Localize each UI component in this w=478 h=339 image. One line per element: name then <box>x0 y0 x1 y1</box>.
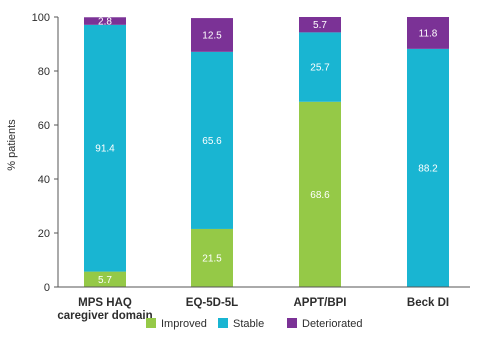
bar-segment-deteriorated <box>191 18 233 52</box>
legend-label-improved: Improved <box>161 318 207 330</box>
legend-swatch-deteriorated <box>287 318 297 328</box>
bar-segment-improved <box>191 228 233 287</box>
y-tick-label: 80 <box>38 66 50 78</box>
bar-segment-stable <box>191 51 233 229</box>
data-label: 11.8 <box>419 28 438 39</box>
y-axis-label: % patients <box>6 119 18 171</box>
bar-segment-improved <box>84 271 126 287</box>
data-label: 88.2 <box>418 163 438 174</box>
data-label: 68.6 <box>310 190 330 201</box>
legend-label-stable: Stable <box>233 318 264 330</box>
legend-label-deteriorated: Deteriorated <box>302 318 363 330</box>
legend-swatch-improved <box>146 318 156 328</box>
bar-segment-stable <box>299 32 341 102</box>
x-tick-label: caregiver domain <box>57 310 152 322</box>
bars: 5.7 91.4 2.8 21.5 65.6 12.5 68.6 25.7 5.7 88.2 11.… <box>84 17 449 287</box>
data-label: 65.6 <box>202 136 222 147</box>
data-label: 12.5 <box>202 30 222 41</box>
y-tick-label: 60 <box>38 120 50 132</box>
data-label: 21.5 <box>202 253 222 264</box>
x-tick-label: APPT/BPI <box>293 297 346 309</box>
bar-segment-deteriorated <box>84 17 126 25</box>
data-label: 2.8 <box>98 17 112 28</box>
bar-segment-stable <box>407 48 449 287</box>
data-label: 25.7 <box>310 63 330 74</box>
x-tick-label: EQ-5D-5L <box>186 297 238 309</box>
data-label: 5.7 <box>313 20 327 31</box>
y-tick-label: 0 <box>44 282 50 294</box>
y-tick-label: 20 <box>38 228 50 240</box>
legend-swatch-stable <box>218 318 228 328</box>
data-label: 5.7 <box>98 275 112 286</box>
y-tick-label: 40 <box>38 174 50 186</box>
x-tick-label: MPS HAQ <box>78 297 132 309</box>
x-tick-label: Beck DI <box>407 297 449 309</box>
bar-segment-deteriorated <box>299 17 341 33</box>
bar-segment-stable <box>84 24 126 272</box>
data-label: 91.4 <box>95 144 115 155</box>
bar-segment-deteriorated <box>407 17 449 49</box>
y-tick-label: 100 <box>32 12 50 24</box>
bar-segment-improved <box>299 101 341 287</box>
y-axis: 0 20 40 60 80 100 <box>32 12 59 294</box>
legend: Improved Stable Deteriorated <box>146 318 363 330</box>
